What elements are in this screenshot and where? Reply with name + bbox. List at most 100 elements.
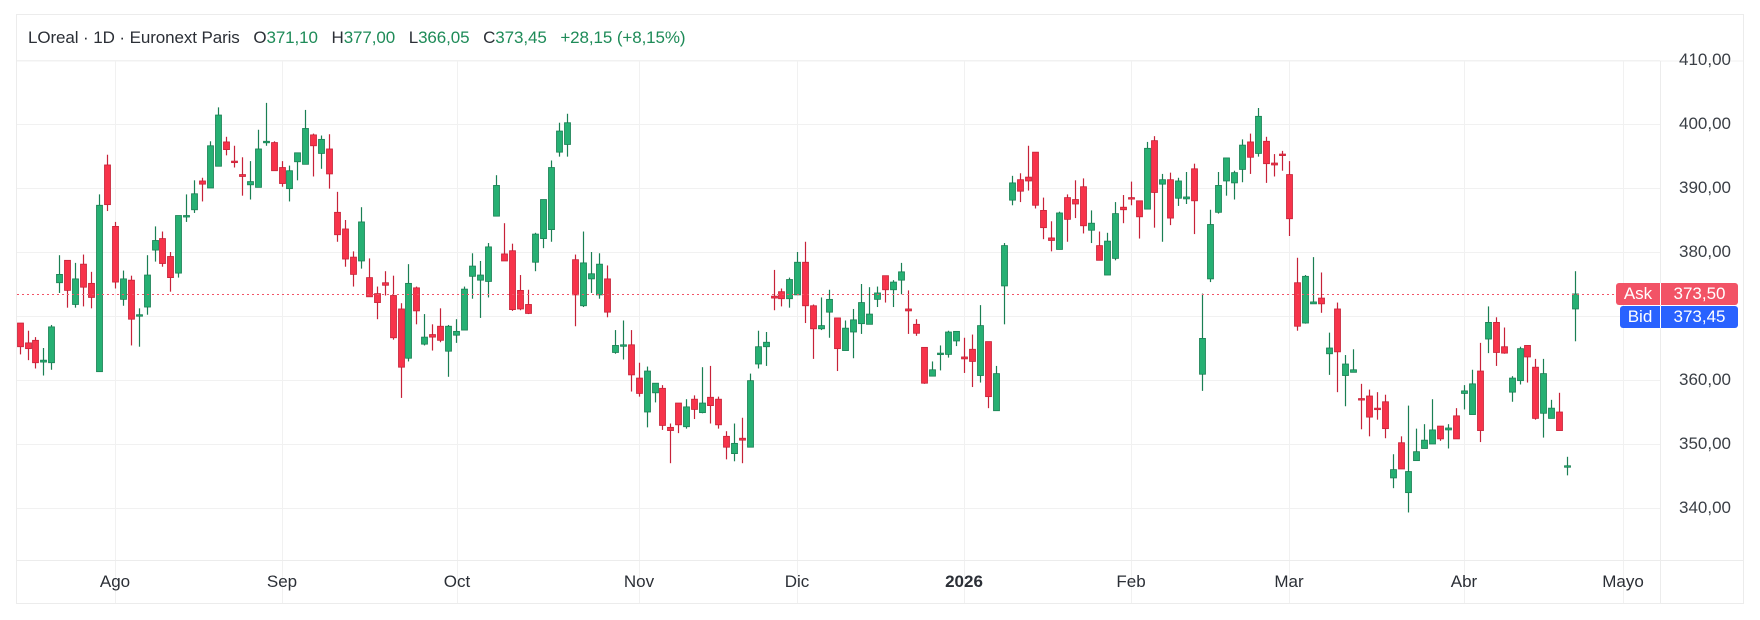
candle-down[interactable] [159,231,166,267]
candle-down[interactable] [1437,425,1444,441]
candle-up[interactable] [183,194,190,222]
candle-up[interactable] [358,207,365,269]
candle-up[interactable] [1485,306,1492,354]
candle-up[interactable] [72,262,79,308]
candle-up[interactable] [247,161,254,200]
candle-up[interactable] [1159,173,1166,242]
candle-down[interactable] [1286,161,1293,236]
candle-up[interactable] [945,330,952,358]
candle-down[interactable] [1096,231,1103,261]
candle-down[interactable] [64,259,71,308]
candle-up[interactable] [1405,405,1412,513]
candle-down[interactable] [961,337,968,373]
candle-up[interactable] [40,348,47,376]
candle-down[interactable] [1263,136,1270,183]
candle-down[interactable] [1532,358,1539,420]
candle-up[interactable] [794,252,801,296]
candle-up[interactable] [1413,428,1420,462]
candle-down[interactable] [1524,345,1531,383]
candle-down[interactable] [25,330,32,361]
candle-down[interactable] [1374,392,1381,420]
candle-up[interactable] [540,199,547,249]
candle-down[interactable] [771,269,778,311]
candle-up[interactable] [255,129,262,188]
candle-down[interactable] [334,191,341,242]
candle-down[interactable] [802,241,809,324]
candle-up[interactable] [1429,399,1436,445]
candle-down[interactable] [778,288,785,307]
candle-up[interactable] [286,165,293,202]
candle-up[interactable] [215,107,222,167]
candle-down[interactable] [1040,197,1047,240]
candle-up[interactable] [485,243,492,298]
candle-down[interactable] [509,243,516,311]
candle-up[interactable] [731,423,738,462]
candle-up[interactable] [564,113,571,157]
candle-down[interactable] [1080,178,1087,234]
candle-up[interactable] [96,194,103,373]
candle-down[interactable] [310,133,317,177]
candle-up[interactable] [493,175,500,217]
candle-up[interactable] [445,324,452,377]
candle-up[interactable] [1112,202,1119,261]
candle-up[interactable] [1390,454,1397,489]
candle-up[interactable] [1001,243,1008,325]
candle-down[interactable] [437,308,444,343]
candle-up[interactable] [1215,172,1222,214]
candle-up[interactable] [548,160,555,242]
candle-down[interactable] [1072,180,1079,219]
candle-up[interactable] [1461,385,1468,410]
candle-down[interactable] [1017,173,1024,203]
candle-up[interactable] [850,308,857,359]
candle-down[interactable] [1247,133,1254,174]
candle-down[interactable] [882,275,889,303]
candle-down[interactable] [1453,408,1460,440]
candle-down[interactable] [231,145,238,168]
candle-up[interactable] [929,361,936,377]
candle-down[interactable] [429,324,436,351]
candle-up[interactable] [144,255,151,315]
candle-up[interactable] [683,399,690,429]
candle-up[interactable] [842,320,849,351]
candle-up[interactable] [294,152,301,181]
candle-down[interactable] [1556,392,1563,431]
candle-down[interactable] [707,365,714,424]
candle-up[interactable] [477,260,484,318]
candle-up[interactable] [818,297,825,331]
candle-up[interactable] [596,253,603,299]
candle-up[interactable] [620,320,627,360]
candle-down[interactable] [1136,200,1143,239]
candle-down[interactable] [1064,194,1071,242]
candle-down[interactable] [969,334,976,388]
candle-up[interactable] [1207,209,1214,283]
candle-up[interactable] [1199,293,1206,391]
candle-down[interactable] [128,275,135,346]
candle-up[interactable] [532,232,539,272]
candle-up[interactable] [755,330,762,369]
candle-down[interactable] [1191,163,1198,235]
candle-up[interactable] [1517,346,1524,385]
candle-up[interactable] [421,314,428,346]
candle-up[interactable] [302,109,309,165]
candle-down[interactable] [104,154,111,212]
candle-down[interactable] [279,161,286,187]
candle-up[interactable] [1009,175,1016,206]
candle-down[interactable] [1032,151,1039,209]
candle-up[interactable] [1421,424,1428,449]
candle-up[interactable] [207,141,214,189]
candle-down[interactable] [628,330,635,392]
candle-down[interactable] [167,252,174,292]
candle-down[interactable] [604,265,611,318]
candle-up[interactable] [699,367,706,414]
candle-up[interactable] [1469,369,1476,415]
candle-up[interactable] [588,252,595,293]
candle-down[interactable] [525,289,532,315]
candle-down[interactable] [1334,302,1341,393]
candle-down[interactable] [1048,221,1055,252]
candle-up[interactable] [1183,172,1190,204]
candle-up[interactable] [1509,376,1516,402]
candle-up[interactable] [652,382,659,403]
candle-up[interactable] [405,264,412,362]
candle-up[interactable] [858,284,865,334]
